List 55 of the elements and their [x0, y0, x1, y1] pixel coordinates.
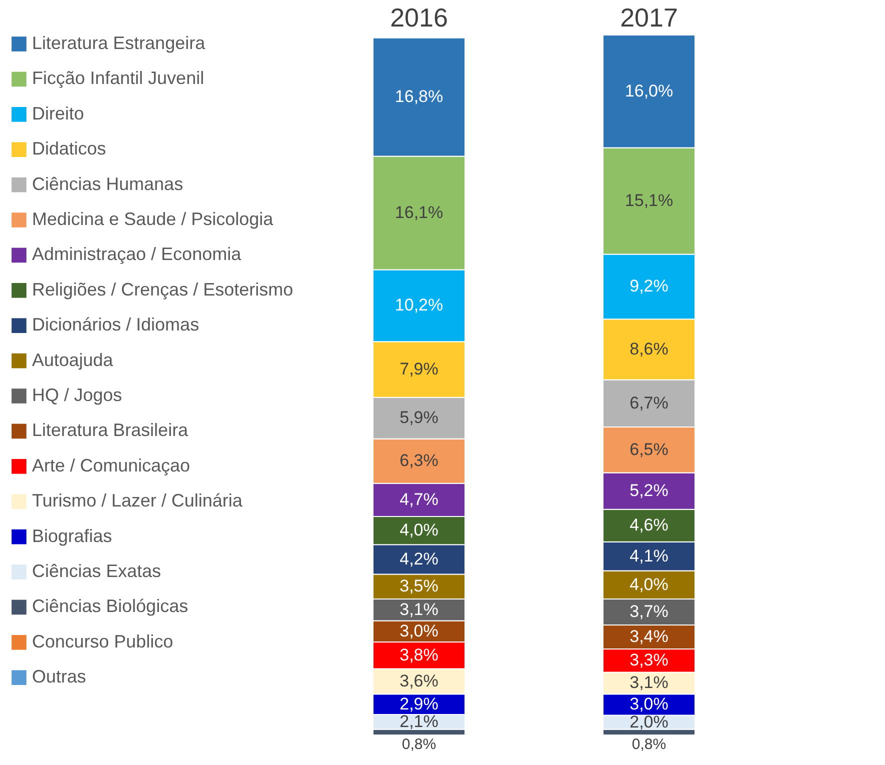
- data-label: 4,2%: [400, 549, 438, 568]
- legend-label: Turismo / Lazer / Culinária: [32, 490, 244, 511]
- legend-label: Medicina e Saude / Psicologia: [32, 209, 274, 229]
- data-label: 3,5%: [400, 576, 438, 596]
- legend-label: Literatura Brasileira: [32, 420, 190, 440]
- legend-label: Concurso Publico: [32, 631, 174, 652]
- data-label: 3,1%: [400, 600, 438, 619]
- legend-label: Religiões / Crenças / Esoterismo: [32, 279, 294, 300]
- data-label: 2,9%: [400, 694, 438, 714]
- legend-label: Ciências Biológicas: [32, 596, 188, 616]
- data-label: 3,1%: [630, 673, 668, 692]
- data-label: 16,8%: [394, 87, 444, 106]
- legend-label: Outras: [32, 666, 86, 687]
- data-label: 4,6%: [630, 516, 668, 535]
- legend-label: Direito: [32, 103, 84, 124]
- data-label: 10,2%: [394, 296, 444, 315]
- data-label: 3,6%: [400, 671, 438, 690]
- data-label: 4,0%: [400, 520, 438, 540]
- legend-label: Biografias: [32, 526, 112, 546]
- data-label: 9,2%: [630, 276, 668, 296]
- legend-label: Didaticos: [32, 138, 106, 159]
- data-label: 4,7%: [400, 490, 438, 509]
- data-label: 7,9%: [400, 359, 438, 378]
- data-label: 6,3%: [400, 451, 438, 470]
- data-label: 15,1%: [624, 191, 674, 210]
- data-label: 3,4%: [630, 627, 668, 646]
- data-label: 6,5%: [630, 440, 668, 459]
- legend-label: Administraçao / Economia: [32, 244, 242, 264]
- data-label: 5,9%: [400, 408, 438, 428]
- legend-label: Ficção Infantil Juvenil: [32, 68, 204, 88]
- data-label: 0,8%: [632, 736, 666, 753]
- legend-label: Dicionários / Idiomas: [32, 314, 200, 335]
- legend-label: Ciências Exatas: [32, 561, 162, 581]
- data-label: 3,3%: [630, 650, 668, 670]
- data-label: 6,7%: [630, 393, 668, 412]
- legend-label: Arte / Comunicaçao: [32, 455, 190, 476]
- data-label: 0,8%: [402, 736, 436, 753]
- data-label: 4,0%: [630, 574, 668, 594]
- data-label: 3,0%: [400, 621, 438, 640]
- data-label: 16,0%: [624, 81, 674, 100]
- legend-label: Literatura Estrangeira: [32, 33, 206, 53]
- data-label: 3,0%: [630, 694, 668, 714]
- data-label: 16,1%: [394, 202, 444, 222]
- x-tick-label: 2016: [390, 2, 448, 32]
- data-label: 8,6%: [630, 339, 668, 358]
- legend-label: Ciências Humanas: [32, 174, 184, 194]
- x-tick-label: 2017: [620, 2, 678, 32]
- data-label: 3,8%: [400, 645, 438, 664]
- data-label: 4,1%: [630, 546, 668, 566]
- data-label: 2,1%: [400, 712, 438, 731]
- legend-label: HQ / Jogos: [32, 385, 122, 405]
- data-label: 3,7%: [630, 602, 668, 621]
- data-label: 5,2%: [630, 481, 668, 500]
- data-label: 2,0%: [630, 712, 668, 732]
- legend-label: Autoajuda: [32, 350, 114, 370]
